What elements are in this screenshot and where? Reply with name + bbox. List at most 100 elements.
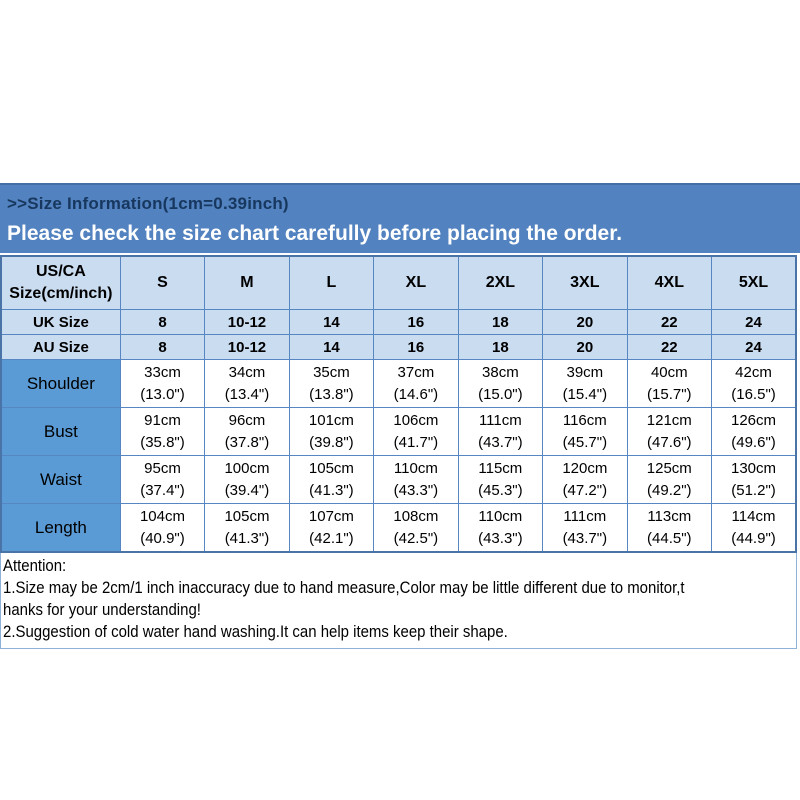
measurement-inch-value: (15.0") xyxy=(478,385,523,403)
measurement-cm-value: 116cm xyxy=(562,411,607,429)
measurement-inch-value: (42.5") xyxy=(393,529,439,547)
conversion-value-cell: 10-12 xyxy=(204,334,290,360)
conversion-row: UK Size 8 10-12 14 16 18 20 22 24 xyxy=(0,309,797,335)
attention-line: 1.Size may be 2cm/1 inch inaccuracy due … xyxy=(3,578,685,597)
measurement-value-cell: 130cm (51.2") xyxy=(711,455,797,504)
measurement-cm-value: 39cm xyxy=(566,363,604,381)
measurement-value-cell: 110cm (43.3") xyxy=(373,455,459,504)
corner-header-cell: US/CA Size(cm/inch) xyxy=(0,255,121,310)
measurement-inch-value: (41.3") xyxy=(309,481,354,499)
conversion-value-cell: 18 xyxy=(457,309,544,335)
measurement-value-cell: 101cm (39.8") xyxy=(288,407,375,456)
size-info-banner: >>Size Information(1cm=0.39inch) Please … xyxy=(0,183,800,253)
conversion-value-cell: 14 xyxy=(288,334,375,360)
measurement-inch-value: (51.2") xyxy=(731,481,776,499)
measurement-inch-value: (44.9") xyxy=(731,529,776,547)
conversion-row-label: AU Size xyxy=(0,334,121,360)
conversion-row: AU Size 8 10-12 14 16 18 20 22 24 xyxy=(0,334,797,360)
measurement-value-cell: 126cm (49.6") xyxy=(711,407,797,456)
measurement-inch-value: (43.3") xyxy=(478,529,523,547)
attention-line: hanks for your understanding! xyxy=(3,600,201,619)
measurement-inch-value: (14.6") xyxy=(393,385,439,403)
size-column-header: XL xyxy=(373,255,459,310)
measurement-inch-value: (39.4") xyxy=(224,481,270,499)
measurement-cm-value: 110cm xyxy=(393,459,438,477)
measurement-inch-value: (15.7") xyxy=(647,385,692,403)
measurement-value-cell: 100cm (39.4") xyxy=(204,455,290,504)
measurement-cm-value: 96cm xyxy=(228,411,266,429)
measurement-inch-value: (49.6") xyxy=(731,433,776,451)
measurement-row-label: Bust xyxy=(0,407,121,456)
size-column-header: L xyxy=(288,255,375,310)
measurement-cm-value: 106cm xyxy=(393,411,439,429)
table-header-row: US/CA Size(cm/inch) S M L XL 2XL 3XL 4XL 5XL xyxy=(0,255,797,310)
measurement-value-cell: 95cm (37.4") xyxy=(119,455,206,504)
measurement-value-cell: 104cm (40.9") xyxy=(119,503,206,553)
measurement-cm-value: 107cm xyxy=(308,507,354,525)
size-info-subtitle: Please check the size chart carefully be… xyxy=(7,222,623,245)
measurement-cm-value: 105cm xyxy=(308,459,354,477)
measurement-inch-value: (44.5") xyxy=(647,529,692,547)
conversion-value-cell: 18 xyxy=(457,334,544,360)
measurement-inch-value: (45.3") xyxy=(478,481,523,499)
measurement-value-cell: 114cm (44.9") xyxy=(711,503,797,553)
measurement-inch-value: (41.7") xyxy=(393,433,439,451)
size-column-header: 4XL xyxy=(626,255,713,310)
measurement-value-cell: 34cm (13.4") xyxy=(204,359,290,408)
measurement-cm-value: 35cm xyxy=(313,363,350,381)
measurement-value-cell: 115cm (45.3") xyxy=(457,455,544,504)
measurement-value-cell: 113cm (44.5") xyxy=(626,503,713,553)
measurement-cm-value: 101cm xyxy=(308,411,354,429)
conversion-value-cell: 16 xyxy=(373,334,459,360)
measurement-cm-value: 95cm xyxy=(144,459,181,477)
measurement-inch-value: (16.5") xyxy=(731,385,776,403)
conversion-value-cell: 24 xyxy=(711,334,797,360)
measurement-value-cell: 107cm (42.1") xyxy=(288,503,375,553)
attention-line: Attention: xyxy=(3,556,67,575)
conversion-value-cell: 8 xyxy=(119,309,206,335)
measurement-value-cell: 116cm (45.7") xyxy=(542,407,628,456)
measurement-value-cell: 40cm (15.7") xyxy=(626,359,713,408)
measurement-inch-value: (13.8") xyxy=(309,385,354,403)
measurement-cm-value: 113cm xyxy=(647,507,692,525)
measurement-cm-value: 38cm xyxy=(482,363,519,381)
size-column-header: 5XL xyxy=(711,255,797,310)
measurement-cm-value: 114cm xyxy=(731,507,776,525)
measurement-inch-value: (45.7") xyxy=(562,433,608,451)
measurement-cm-value: 125cm xyxy=(646,459,692,477)
measurement-cm-value: 104cm xyxy=(139,507,185,525)
measurement-cm-value: 37cm xyxy=(397,363,435,381)
size-column-header: 3XL xyxy=(542,255,628,310)
measurement-value-cell: 42cm (16.5") xyxy=(711,359,797,408)
measurement-row: Waist 95cm (37.4") 100cm (39.4") 105cm (41.3")… xyxy=(0,455,797,504)
attention-note: Attention: 1.Size may be 2cm/1 inch inacc… xyxy=(0,553,797,649)
measurement-value-cell: 105cm (41.3") xyxy=(204,503,290,553)
measurement-inch-value: (43.7") xyxy=(562,529,608,547)
measurement-cm-value: 91cm xyxy=(144,411,181,429)
measurement-inch-value: (43.3") xyxy=(393,481,439,499)
measurement-cm-value: 130cm xyxy=(731,459,777,477)
size-column-header: M xyxy=(204,255,290,310)
measurement-cm-value: 111cm xyxy=(563,507,607,525)
measurement-cm-value: 121cm xyxy=(646,411,692,429)
measurement-inch-value: (13.0") xyxy=(140,385,185,403)
conversion-value-cell: 22 xyxy=(626,309,713,335)
measurement-row-label: Length xyxy=(0,503,121,553)
size-chart-content: >>Size Information(1cm=0.39inch) Please … xyxy=(0,183,800,649)
measurement-value-cell: 33cm (13.0") xyxy=(119,359,206,408)
size-column-header: S xyxy=(119,255,206,310)
measurement-value-cell: 121cm (47.6") xyxy=(626,407,713,456)
size-info-title: >>Size Information(1cm=0.39inch) xyxy=(7,194,289,213)
measurement-cm-value: 105cm xyxy=(224,507,270,525)
conversion-value-cell: 8 xyxy=(119,334,206,360)
measurement-inch-value: (47.6") xyxy=(647,433,692,451)
conversion-value-cell: 24 xyxy=(711,309,797,335)
conversion-value-cell: 10-12 xyxy=(204,309,290,335)
measurement-cm-value: 115cm xyxy=(478,459,523,477)
attention-line: 2.Suggestion of cold water hand washing.… xyxy=(3,622,508,641)
measurement-inch-value: (40.9") xyxy=(140,529,185,547)
conversion-row-label: UK Size xyxy=(0,309,121,335)
measurement-value-cell: 111cm (43.7") xyxy=(542,503,628,553)
measurement-cm-value: 126cm xyxy=(731,411,777,429)
